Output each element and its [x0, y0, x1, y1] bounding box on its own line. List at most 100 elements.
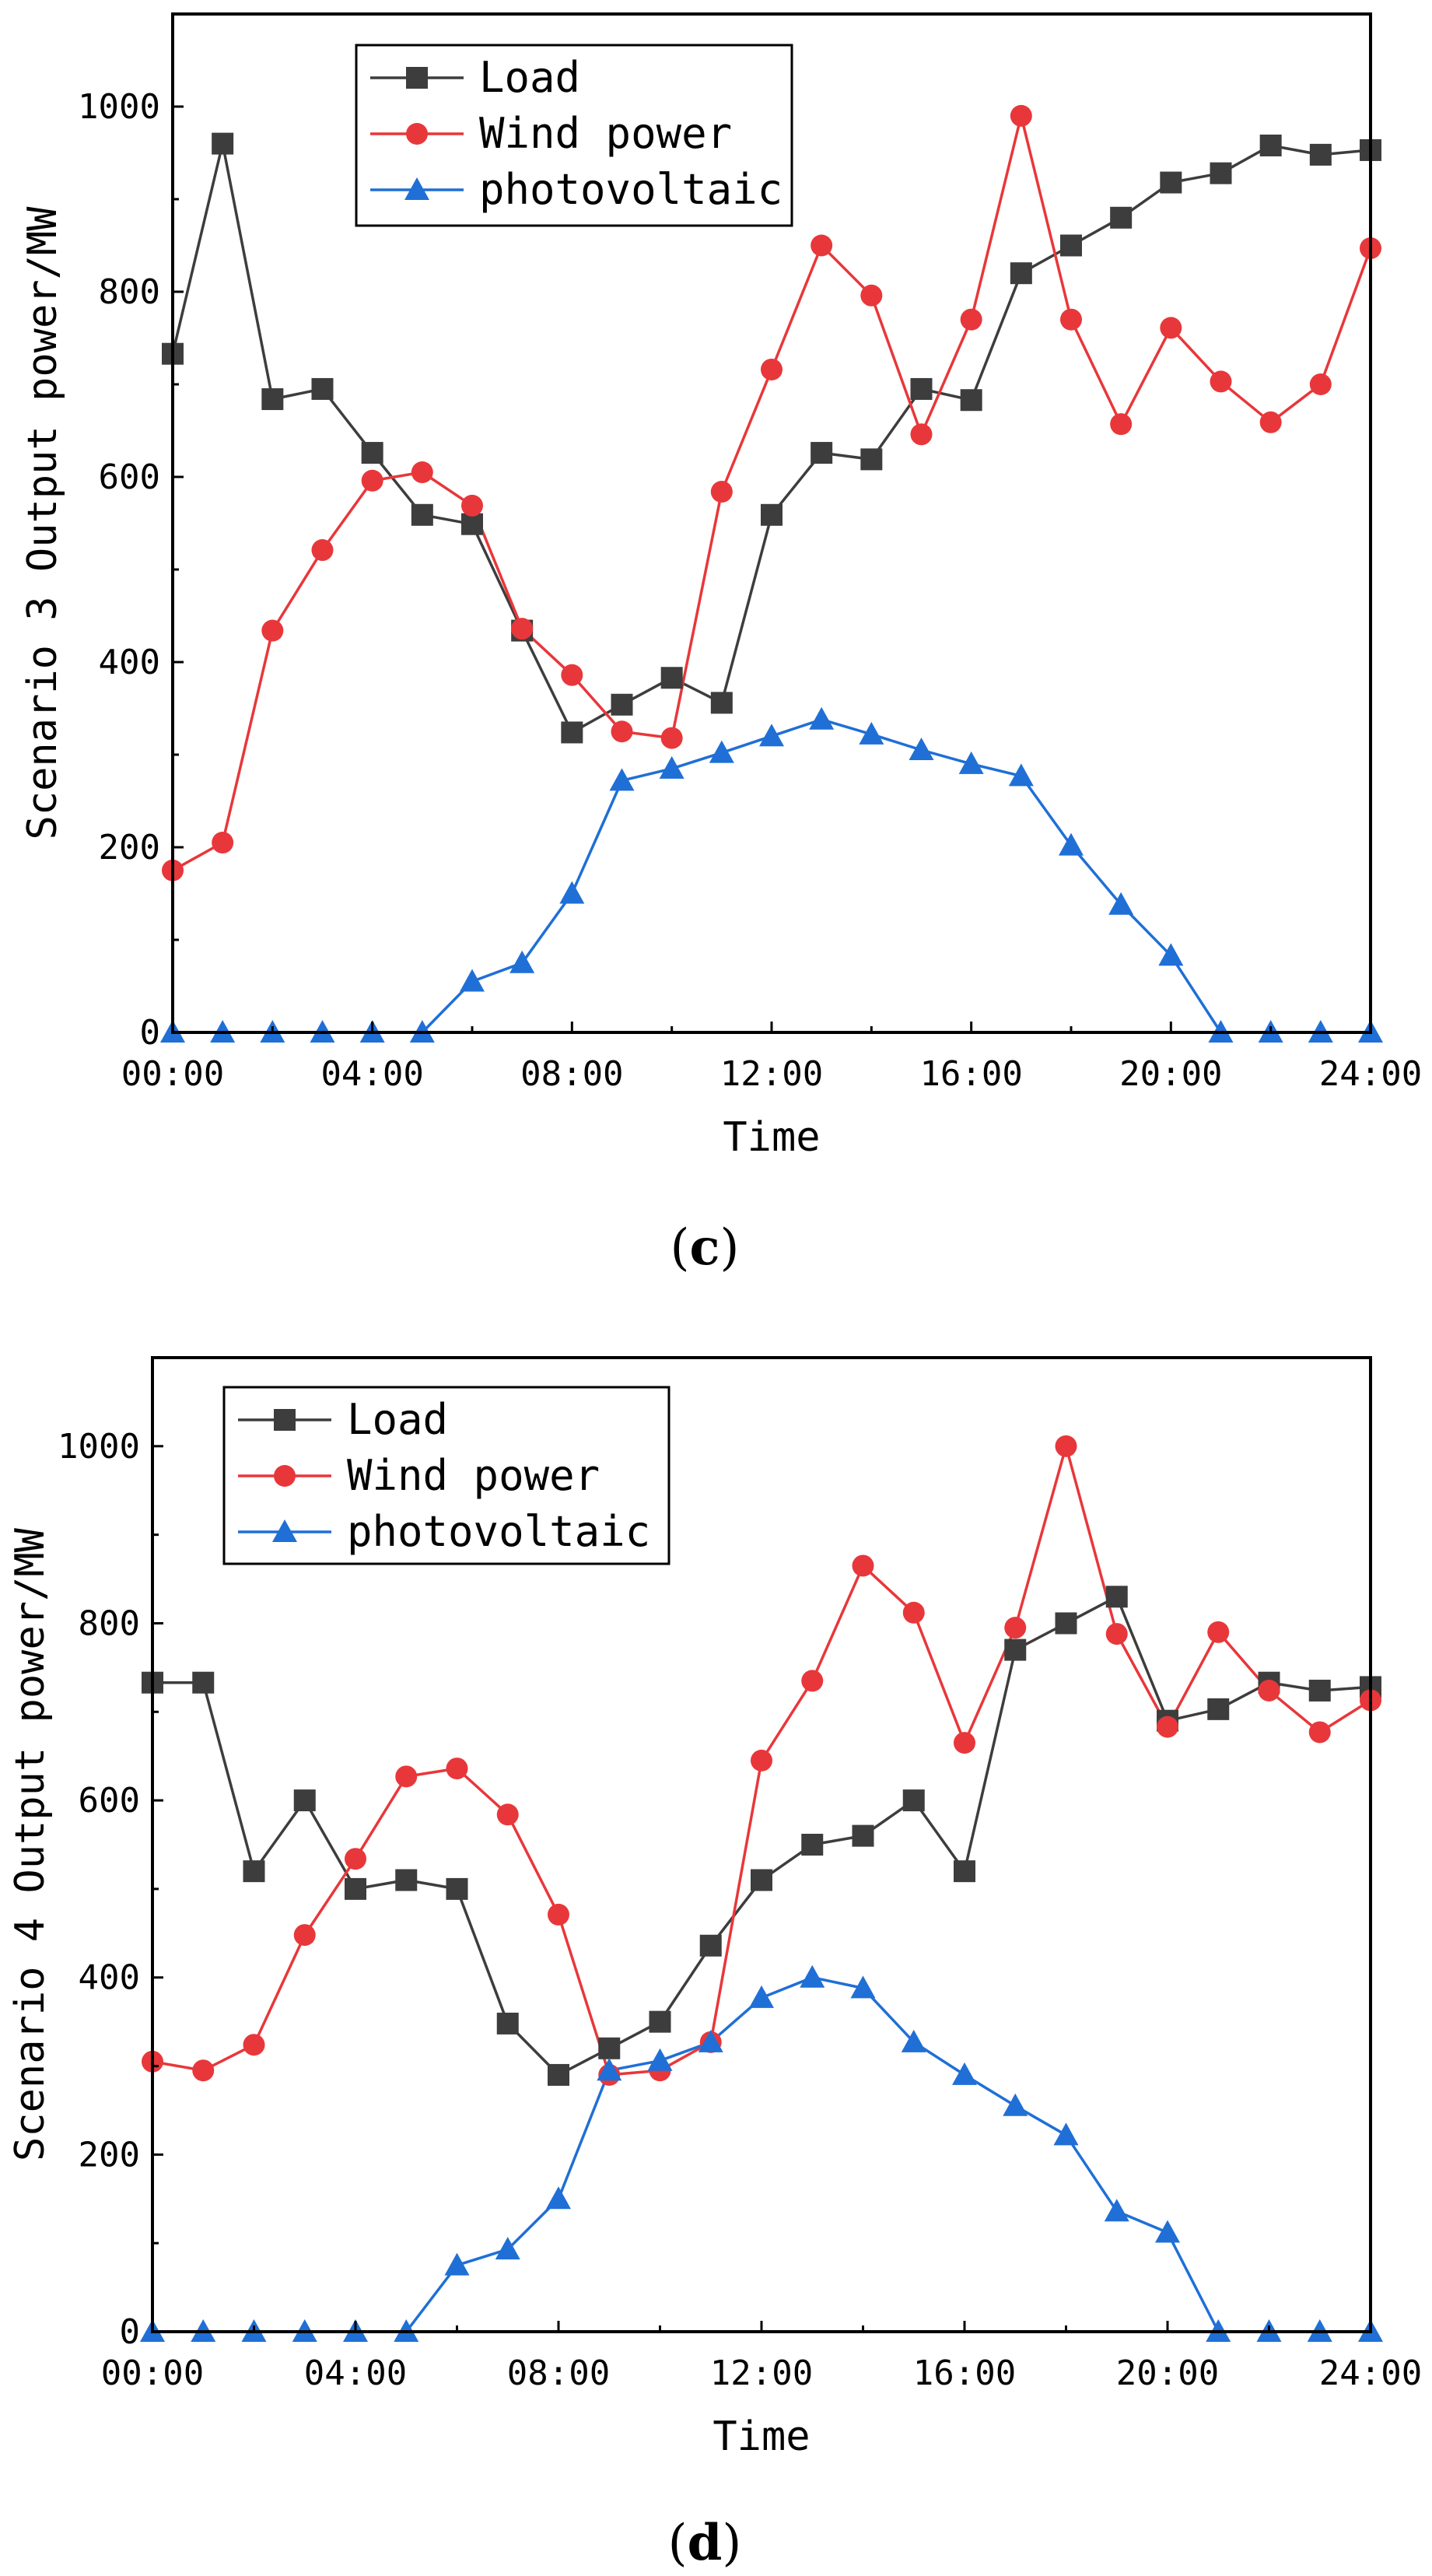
data-point-square: [611, 693, 633, 716]
legend-entry: Wind power: [370, 109, 732, 158]
data-point-circle: [751, 1749, 772, 1772]
data-point-square: [261, 388, 284, 411]
data-point-square: [1309, 143, 1332, 166]
data-point-circle: [1259, 411, 1282, 433]
data-point-square: [801, 1834, 824, 1856]
data-point-circle: [192, 2059, 215, 2082]
x-axis-label: Time: [712, 2413, 810, 2460]
data-point-circle: [1258, 1679, 1280, 1702]
data-point-triangle: [809, 706, 835, 730]
legend: Load Wind power photovoltaic: [355, 44, 793, 227]
y-axis-label: Scenario 4 Output power/MW: [7, 1527, 54, 2161]
data-point-triangle: [759, 724, 784, 747]
data-point-triangle: [859, 721, 884, 745]
data-point-circle: [1308, 1721, 1331, 1744]
data-point-circle: [1157, 1716, 1178, 1738]
data-point-circle: [261, 619, 284, 642]
data-point-triangle: [901, 2029, 926, 2052]
data-point-circle: [1055, 1435, 1077, 1457]
data-point-square: [1210, 162, 1232, 184]
data-point-square: [446, 1877, 468, 1900]
y-tick-label: 0: [120, 2312, 141, 2352]
data-point-square: [192, 1671, 215, 1694]
data-point-square: [496, 2012, 519, 2035]
data-point-triangle: [749, 1985, 774, 2008]
data-point-circle: [1010, 104, 1032, 127]
x-tick-label: 16:00: [913, 2353, 1016, 2393]
data-point-circle: [860, 284, 883, 307]
data-point-circle: [1207, 1621, 1230, 1643]
y-axis-label: Scenario 3 Output power/MW: [19, 206, 66, 840]
legend-box: [355, 44, 793, 227]
data-point-square: [751, 1869, 772, 1891]
data-point-triangle: [952, 2062, 977, 2085]
data-point-square: [461, 513, 483, 535]
x-tick-label: 08:00: [507, 2353, 610, 2393]
data-point-square: [761, 503, 783, 526]
data-point-triangle: [509, 950, 535, 973]
data-point-square: [910, 377, 933, 400]
data-point-circle: [1060, 308, 1082, 331]
data-point-square: [1308, 1679, 1331, 1702]
data-point-square: [1060, 234, 1082, 257]
legend-marker-circle: [274, 1465, 296, 1487]
data-point-circle: [710, 481, 733, 503]
x-tick-label: 00:00: [101, 2353, 204, 2393]
data-point-triangle: [647, 2048, 673, 2071]
data-point-circle: [311, 539, 334, 562]
data-point-square: [1110, 206, 1133, 229]
x-tick-label: 24:00: [1319, 2353, 1422, 2393]
data-point-square: [860, 448, 883, 471]
data-point-square: [649, 2010, 671, 2033]
data-point-triangle: [709, 740, 734, 763]
data-point-square: [960, 389, 982, 412]
data-point-square: [1105, 1586, 1128, 1608]
y-tick-label: 800: [79, 1603, 140, 1643]
data-point-circle: [761, 358, 783, 380]
legend-entry: Wind power: [238, 1451, 600, 1500]
data-point-triangle: [597, 2058, 622, 2081]
data-point-square: [1207, 1698, 1230, 1720]
y-tick-label: 600: [99, 457, 160, 497]
data-point-circle: [345, 1848, 366, 1870]
data-point-circle: [902, 1601, 925, 1624]
chart-c: 00:00 04:00 08:00 12:00 16:00 20:00 24:00 0 200 4…: [19, 12, 1422, 1277]
legend-entry: Load: [238, 1395, 448, 1444]
data-point-square: [395, 1869, 418, 1891]
data-point-triangle: [1008, 763, 1034, 787]
data-point-triangle: [958, 751, 984, 774]
data-point-circle: [954, 1732, 975, 1754]
data-point-circle: [446, 1758, 468, 1780]
panel-caption: (c): [670, 1218, 740, 1277]
legend-marker-triangle: [272, 1519, 297, 1542]
data-point-circle: [243, 2034, 265, 2056]
legend-marker-triangle: [404, 177, 429, 200]
data-point-triangle: [1108, 892, 1134, 915]
data-point-square: [212, 132, 234, 155]
data-point-square: [710, 692, 733, 714]
data-point-circle: [293, 1924, 316, 1947]
data-point-square: [1055, 1612, 1077, 1635]
data-point-triangle: [1053, 2122, 1079, 2146]
data-point-circle: [1004, 1617, 1027, 1639]
data-point-square: [548, 2063, 569, 2086]
data-point-square: [1160, 171, 1182, 194]
data-point-triangle: [444, 2252, 470, 2276]
data-point-square: [811, 442, 833, 464]
legend-marker-square: [406, 67, 428, 89]
x-tick-label: 12:00: [720, 1054, 823, 1094]
data-point-square: [1004, 1638, 1027, 1661]
data-point-square: [243, 1860, 265, 1883]
data-point-circle: [461, 494, 483, 517]
x-tick-label: 08:00: [520, 1054, 623, 1094]
data-point-circle: [1160, 317, 1182, 339]
data-point-triangle: [1158, 943, 1184, 966]
legend-label: Load: [347, 1395, 448, 1444]
data-point-circle: [910, 423, 933, 446]
data-point-triangle: [850, 1975, 876, 1999]
data-point-square: [1010, 262, 1032, 285]
y-tick-label: 200: [99, 828, 160, 867]
x-tick-label: 24:00: [1319, 1054, 1422, 1094]
data-point-square: [411, 503, 433, 526]
legend-marker-square: [274, 1409, 296, 1431]
